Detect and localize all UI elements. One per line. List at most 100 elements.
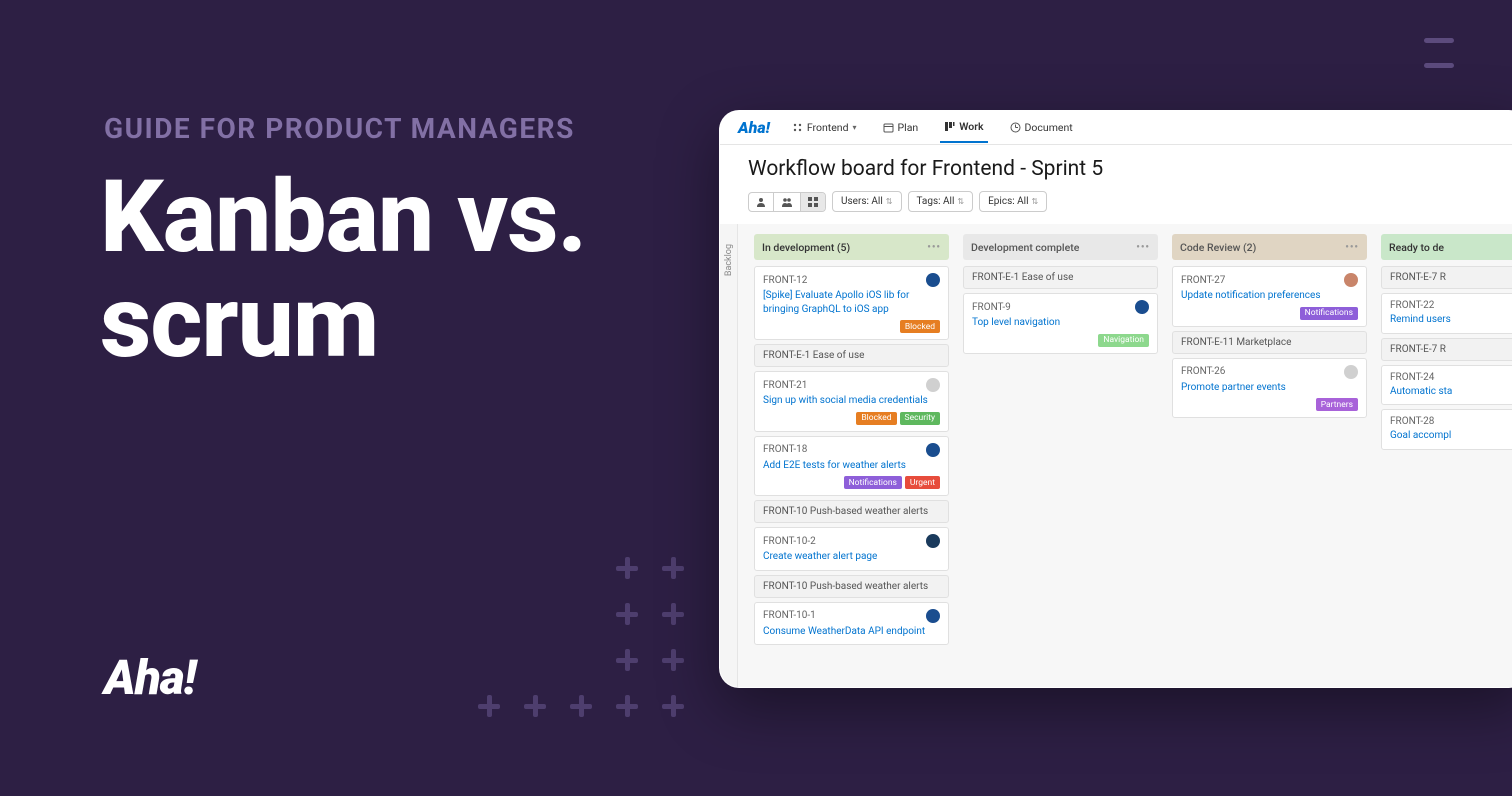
kanban-card[interactable]: FRONT-28 Goal accompl: [1381, 409, 1512, 450]
grid-icon: [808, 197, 818, 207]
filter-users-label: Users: All: [841, 196, 883, 207]
column-header-label: Development complete: [971, 241, 1079, 254]
card-id: FRONT-28: [1390, 416, 1434, 427]
card-group-header[interactable]: FRONT-E-7 R: [1381, 266, 1512, 289]
avatar: [926, 273, 940, 287]
kanban-card[interactable]: FRONT-10-2 Create weather alert page: [754, 527, 949, 571]
board-title: Workflow board for Frontend - Sprint 5: [720, 145, 1512, 187]
column-menu-icon[interactable]: •••: [1136, 242, 1150, 253]
card-group-header[interactable]: FRONT-E-11 Marketplace: [1172, 331, 1367, 354]
card-id: FRONT-12: [763, 275, 807, 286]
card-id: FRONT-21: [763, 380, 807, 391]
card-title: [Spike] Evaluate Apollo iOS lib for brin…: [763, 289, 940, 316]
card-id: FRONT-26: [1181, 366, 1225, 377]
view-team-button[interactable]: [774, 193, 801, 211]
tag: Security: [900, 412, 940, 425]
person-icon: [756, 197, 766, 207]
card-title: Promote partner events: [1181, 381, 1358, 395]
menu-icon[interactable]: [1424, 38, 1454, 88]
avatar: [926, 443, 940, 457]
sort-icon: ⇅: [957, 200, 964, 204]
card-id: FRONT-10-2: [763, 536, 816, 547]
column-menu-icon[interactable]: •••: [1345, 242, 1359, 253]
tag: Blocked: [900, 320, 940, 333]
tag: Urgent: [905, 476, 940, 489]
card-tags: Navigation: [972, 334, 1149, 347]
card-tags: Blocked: [763, 320, 940, 333]
board-column: Code Review (2) ••• FRONT-27Update notific…: [1172, 234, 1367, 678]
column-header[interactable]: In development (5) •••: [754, 234, 949, 260]
card-tags: Blocked Security: [763, 412, 940, 425]
card-tags: Notifications: [1181, 307, 1358, 320]
sort-icon: ⇅: [886, 200, 893, 204]
kanban-card[interactable]: FRONT-26Promote partner eventsPartners: [1172, 358, 1367, 419]
app-logo: Aha!: [738, 118, 770, 137]
filter-epics-label: Epics: All: [988, 196, 1028, 207]
column-header[interactable]: Ready to de•••: [1381, 234, 1512, 260]
filter-tags[interactable]: Tags: All ⇅: [908, 191, 974, 212]
kanban-card[interactable]: FRONT-12 [Spike] Evaluate Apollo iOS lib …: [754, 266, 949, 340]
card-title: Goal accompl: [1390, 429, 1512, 443]
app-window: Aha! Frontend ▾ Plan Work: [719, 110, 1512, 688]
kanban-card[interactable]: FRONT-21Sign up with social media creden…: [754, 371, 949, 432]
card-title: Remind users: [1390, 313, 1512, 327]
kanban-card[interactable]: FRONT-18Add E2E tests for weather alerts…: [754, 436, 949, 497]
nav-work-label: Work: [959, 120, 983, 133]
card-id: FRONT-22: [1390, 300, 1434, 311]
card-id: FRONT-9: [972, 302, 1011, 313]
column-header[interactable]: Code Review (2) •••: [1172, 234, 1367, 260]
board-icon: [944, 121, 955, 132]
card-group-header[interactable]: FRONT-10 Push-based weather alerts: [754, 575, 949, 598]
hero-title-line1: Kanban vs.: [100, 159, 586, 276]
document-icon: [1010, 122, 1021, 133]
board-column: Development complete ••• FRONT-E-1 Ease of…: [963, 234, 1158, 678]
hero-subtitle: GUIDE FOR PRODUCT MANAGERS: [104, 112, 575, 145]
view-grid-button[interactable]: [801, 193, 825, 211]
tag: Blocked: [856, 412, 896, 425]
nav-workspace[interactable]: Frontend ▾: [788, 113, 861, 142]
avatar: [1344, 273, 1358, 287]
backlog-strip[interactable]: Backlog: [720, 224, 738, 688]
tag: Notifications: [1300, 307, 1358, 320]
column-header-label: In development (5): [762, 241, 850, 254]
card-id: FRONT-10-1: [763, 610, 816, 621]
kanban-card[interactable]: FRONT-24Automatic sta: [1381, 365, 1512, 406]
column-header-label: Code Review (2): [1180, 241, 1256, 254]
kanban-card[interactable]: FRONT-22 Remind users: [1381, 293, 1512, 334]
brand-logo: Aha!: [104, 649, 196, 706]
view-user-button[interactable]: [749, 193, 774, 211]
column-header-label: Ready to de: [1389, 241, 1444, 254]
nav-document-label: Document: [1025, 121, 1073, 134]
nav-work[interactable]: Work: [940, 112, 987, 143]
kanban-card[interactable]: FRONT-27Update notification preferencesN…: [1172, 266, 1367, 327]
calendar-icon: [883, 122, 894, 133]
nav-workspace-label: Frontend: [807, 121, 849, 134]
card-group-header[interactable]: FRONT-10 Push-based weather alerts: [754, 500, 949, 523]
card-group-header[interactable]: FRONT-E-1 Ease of use: [963, 266, 1158, 289]
nav-document[interactable]: Document: [1006, 113, 1077, 142]
kanban-card[interactable]: FRONT-9Top level navigationNavigation: [963, 293, 1158, 354]
avatar: [1135, 300, 1149, 314]
hero-title: Kanban vs. scrum: [100, 165, 586, 375]
hero-title-line2: scrum: [100, 264, 378, 381]
column-header[interactable]: Development complete •••: [963, 234, 1158, 260]
avatar: [1344, 365, 1358, 379]
card-title: Consume WeatherData API endpoint: [763, 625, 940, 639]
avatar: [926, 534, 940, 548]
avatar: [926, 378, 940, 392]
nav-plan[interactable]: Plan: [879, 113, 923, 142]
card-group-header[interactable]: FRONT-E-7 R: [1381, 338, 1512, 361]
card-title: Create weather alert page: [763, 550, 940, 564]
filter-users[interactable]: Users: All ⇅: [832, 191, 902, 212]
kanban-card[interactable]: FRONT-10-1 Consume WeatherData API endpoi…: [754, 602, 949, 646]
board-column: In development (5) ••• FRONT-12 [Spike] Eva…: [754, 234, 949, 678]
tag: Navigation: [1098, 334, 1149, 347]
filter-epics[interactable]: Epics: All ⇅: [979, 191, 1047, 212]
avatar: [926, 609, 940, 623]
column-menu-icon[interactable]: •••: [927, 242, 941, 253]
card-group-header[interactable]: FRONT-E-1 Ease of use: [754, 344, 949, 367]
sort-icon: ⇅: [1032, 200, 1039, 204]
card-id: FRONT-18: [763, 444, 807, 455]
view-toggle-group: [748, 192, 826, 212]
card-tags: NotificationsUrgent: [763, 476, 940, 489]
